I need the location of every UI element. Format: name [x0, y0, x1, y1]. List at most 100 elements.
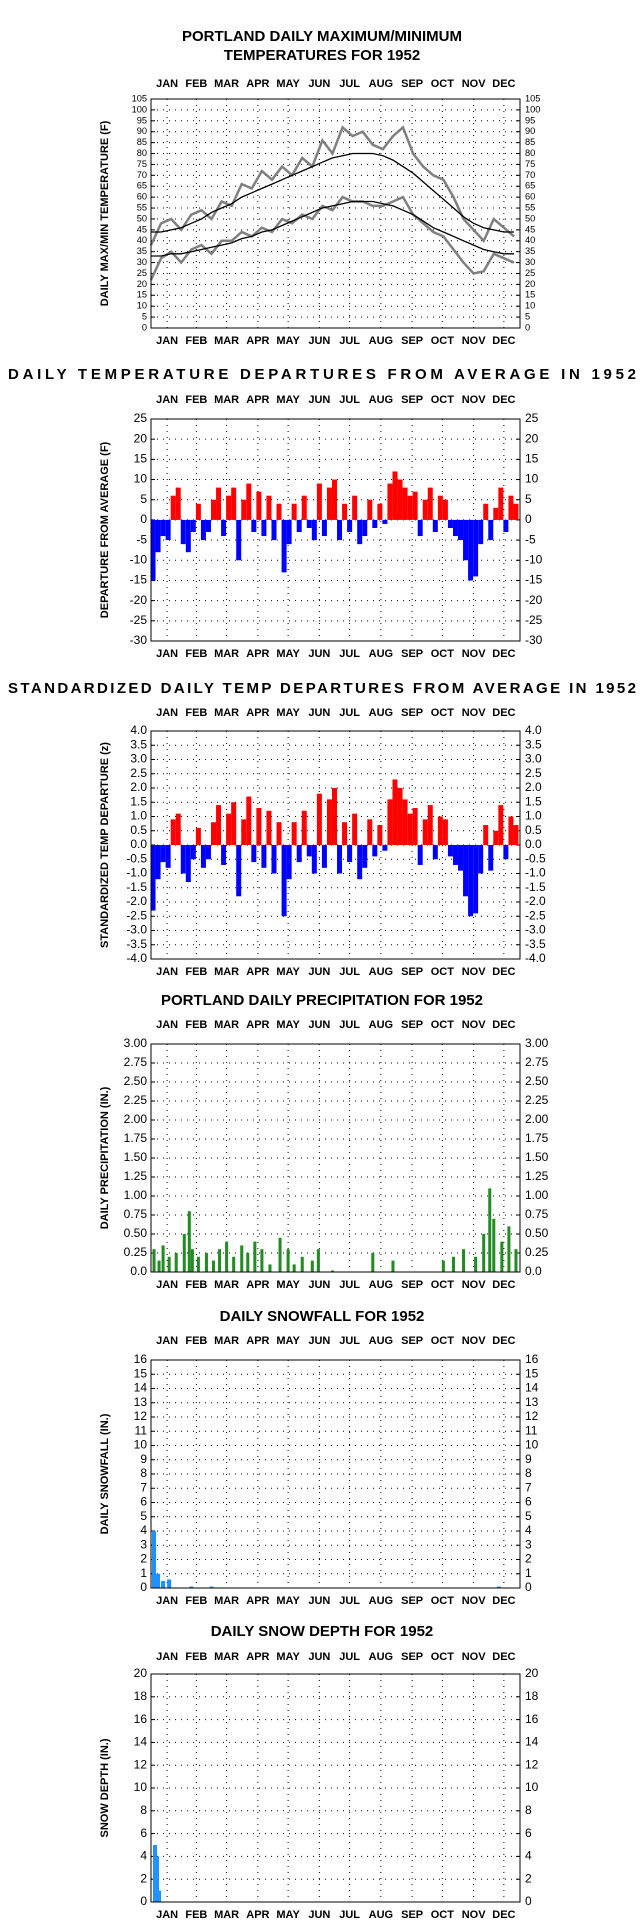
y-tick-label: 15: [134, 1366, 148, 1380]
y-axis-label: DEPARTURE FROM AVERAGE (F): [99, 441, 111, 618]
y2-tick-label: 8: [525, 1803, 532, 1817]
x-tick-label: JUN: [308, 1909, 330, 1921]
x-tick-label: JAN: [156, 1651, 178, 1663]
bar: [342, 503, 348, 520]
x-tick-label: JUL: [339, 394, 360, 406]
x-tick-label: MAY: [276, 335, 300, 347]
y2-tick-label: 80: [525, 148, 535, 158]
y2-tick-label: 6: [525, 1826, 532, 1840]
y-tick-label: 100: [132, 104, 147, 114]
y-tick-label: 18: [134, 1689, 148, 1703]
x-tick-label: FEB: [185, 1595, 207, 1607]
x-tick-label: MAY: [276, 1651, 300, 1663]
x-tick-label: JAN: [156, 966, 178, 978]
y-tick-label: -20: [130, 593, 148, 607]
x-tick-label: DEC: [492, 1279, 515, 1291]
x-tick-label: OCT: [431, 1909, 455, 1921]
x-tick-label: SEP: [401, 1909, 423, 1921]
bar: [209, 1586, 214, 1588]
x-tick-label: OCT: [431, 1595, 455, 1607]
y-tick-label: -1.0: [126, 866, 147, 880]
bar: [392, 471, 398, 520]
bar: [190, 1249, 194, 1272]
bar: [196, 1256, 200, 1272]
chart-title: PORTLAND DAILY PRECIPITATION FOR 1952: [161, 992, 483, 1009]
y2-tick-label: 65: [525, 181, 535, 191]
y-tick-label: 14: [134, 1735, 148, 1749]
bar: [362, 845, 368, 868]
bar: [463, 519, 469, 561]
y-tick-label: 12: [134, 1757, 148, 1771]
x-tick-label: APR: [246, 394, 269, 406]
x-tick-label: APR: [246, 1651, 269, 1663]
y2-tick-label: 0.5: [525, 823, 542, 837]
bar: [417, 519, 423, 537]
y2-tick-label: 4: [525, 1849, 532, 1863]
bar: [488, 845, 494, 871]
bar: [189, 1586, 194, 1588]
bar: [498, 487, 504, 520]
x-tick-label: FEB: [185, 394, 207, 406]
y-tick-label: 2.0: [130, 780, 147, 794]
y-tick-label: 75: [137, 159, 147, 169]
x-tick-label: APR: [246, 1335, 269, 1347]
bar: [402, 799, 408, 845]
y2-tick-label: 8: [525, 1466, 532, 1480]
bar: [200, 845, 206, 868]
x-tick-label: FEB: [185, 78, 207, 90]
bar: [165, 845, 171, 868]
x-tick-label: JUN: [308, 1019, 330, 1031]
y-tick-label: 1.00: [124, 1188, 148, 1202]
bar: [240, 1245, 244, 1272]
plot-frame: [150, 1043, 521, 1273]
y-tick-label: 13: [134, 1395, 148, 1409]
x-tick-label: SEP: [401, 1335, 423, 1347]
x-tick-label: NOV: [462, 648, 487, 660]
x-tick-label: DEC: [492, 707, 515, 719]
y2-tick-label: 3: [525, 1537, 532, 1551]
y2-tick-label: -30: [525, 633, 543, 647]
y-tick-label: -4.0: [126, 951, 147, 965]
x-tick-label: NOV: [462, 1651, 487, 1663]
y-tick-label: 3.0: [130, 752, 147, 766]
y2-tick-label: 6: [525, 1495, 532, 1509]
bar: [211, 822, 217, 845]
y-tick-label: 0.0: [130, 837, 147, 851]
line: [151, 200, 514, 257]
x-tick-label: JUL: [339, 966, 360, 978]
y-axis-label: SNOW DEPTH (IN.): [99, 1738, 111, 1837]
bar: [372, 845, 378, 857]
x-tick-label: FEB: [185, 707, 207, 719]
bar: [463, 845, 469, 897]
y-axis-label: DAILY PRECIPITATION (IN.): [99, 1086, 111, 1229]
x-tick-label: MAR: [214, 78, 239, 90]
y-tick-label: 5: [140, 492, 147, 506]
y-tick-label: -5: [136, 532, 147, 546]
y-tick-label: 55: [137, 203, 147, 213]
bar: [281, 519, 287, 573]
y2-tick-label: 0.0: [525, 1264, 542, 1278]
x-tick-label: MAY: [276, 1279, 300, 1291]
y2-tick-label: 95: [525, 115, 535, 125]
bar: [256, 491, 262, 520]
plot-frame: [150, 98, 521, 329]
chart-title: DAILY SNOWFALL FOR 1952: [220, 1308, 425, 1325]
bar: [306, 519, 312, 528]
x-tick-label: JAN: [156, 648, 178, 660]
bar: [211, 1260, 216, 1272]
bar: [301, 810, 307, 845]
x-tick-label: NOV: [462, 394, 487, 406]
y-tick-label: 16: [134, 1712, 148, 1726]
y-tick-label: 0.50: [124, 1226, 148, 1240]
x-tick-label: OCT: [431, 1279, 455, 1291]
bar: [488, 1188, 492, 1272]
y-tick-label: 6: [140, 1826, 147, 1840]
bar: [397, 479, 403, 520]
bar: [170, 819, 176, 845]
x-tick-label: OCT: [431, 1335, 455, 1347]
bar: [483, 503, 489, 520]
y2-tick-label: 25: [525, 268, 535, 278]
x-tick-label: AUG: [369, 1595, 393, 1607]
x-tick-label: AUG: [369, 394, 393, 406]
